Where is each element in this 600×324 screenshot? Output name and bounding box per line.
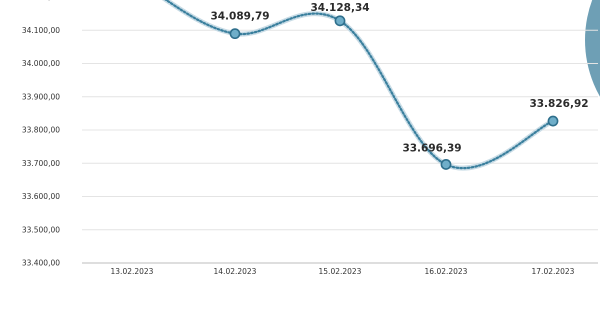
x-tick-label: 14.02.2023 (214, 267, 257, 276)
series-line-shadow (161, 0, 556, 171)
y-axis-ticks: 33.400,00 33.500,00 33.600,00 33.700,00 33.8… (22, 0, 60, 268)
data-label: 34.128,34 (310, 2, 369, 14)
gridlines (82, 29, 598, 264)
x-tick-label: 17.02.2023 (532, 267, 575, 276)
data-point (229, 28, 241, 40)
decorative-circle (585, 0, 600, 97)
y-tick-label: 33.600,00 (22, 192, 60, 201)
y-tick-label: 33.900,00 (22, 92, 60, 101)
data-label: 33.826,92 (529, 98, 588, 110)
y-tick-label: 34.200,00 (22, 0, 60, 2)
series-line-group (161, 0, 556, 171)
series-line (164, 0, 555, 170)
data-markers (229, 15, 559, 170)
y-tick-label: 34.100,00 (22, 26, 60, 35)
y-tick-label: 33.800,00 (22, 126, 60, 135)
x-tick-label: 16.02.2023 (425, 267, 468, 276)
data-point (547, 115, 559, 127)
x-tick-label: 13.02.2023 (111, 267, 154, 276)
x-tick-label: 15.02.2023 (319, 267, 362, 276)
data-point (440, 159, 452, 170)
data-labels: 34.089,79 34.128,34 33.696,39 33.826,92 (210, 2, 588, 155)
data-label: 33.696,39 (402, 142, 461, 154)
y-tick-label: 33.500,00 (22, 225, 60, 234)
data-label: 34.089,79 (210, 11, 269, 23)
x-axis-ticks: 13.02.2023 14.02.2023 15.02.2023 16.02.2023… (111, 267, 575, 276)
y-tick-label: 34.000,00 (22, 59, 60, 68)
data-point (334, 15, 346, 27)
y-tick-label: 33.700,00 (22, 159, 60, 168)
y-tick-label: 33.400,00 (22, 259, 60, 268)
